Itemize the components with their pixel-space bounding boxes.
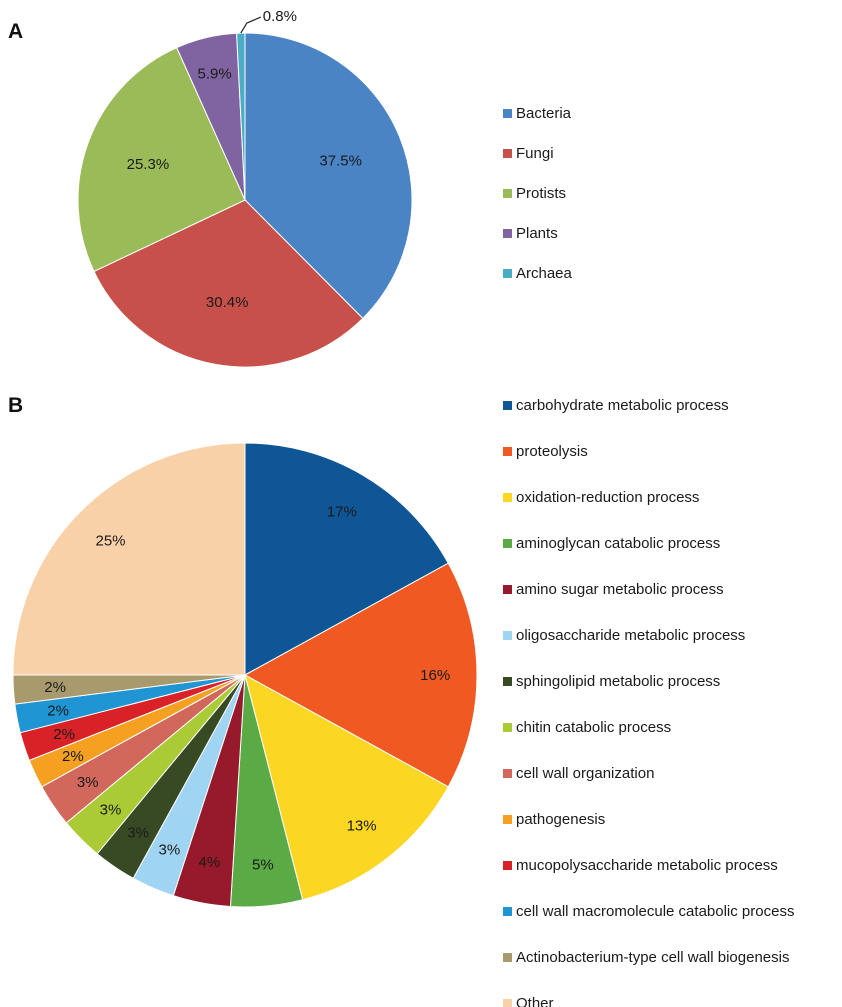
- slice-label-cell-wall-macromolecule-catabolic-process: 2%: [47, 703, 69, 720]
- slice-label-pathogenesis: 2%: [62, 748, 84, 765]
- legend-label-cell-wall-macromolecule-catabolic-process: cell wall macromolecule catabolic proces…: [516, 903, 794, 920]
- legend-swatch-pathogenesis: [503, 815, 512, 824]
- pie-chart-b: 17%16%13%5%4%3%3%3%3%2%2%2%2%25%: [12, 442, 478, 908]
- legend-label-amino-sugar-metabolic-process: amino sugar metabolic process: [516, 581, 724, 598]
- slice-label-mucopolysaccharide-metabolic-process: 2%: [53, 726, 75, 743]
- legend-label-fungi: Fungi: [516, 145, 554, 162]
- legend-swatch-mucopolysaccharide-metabolic-process: [503, 861, 512, 870]
- legend-swatch-chitin-catabolic-process: [503, 723, 512, 732]
- pie-slice-carbohydrate-metabolic-process: [244, 442, 449, 676]
- legend-swatch-other: [503, 999, 512, 1007]
- legend-label-other: Other: [516, 995, 554, 1007]
- slice-label-plants: 5.9%: [197, 65, 231, 82]
- legend-swatch-aminoglycan-catabolic-process: [503, 539, 512, 548]
- legend-label-oxidation-reduction-process: oxidation-reduction process: [516, 489, 699, 506]
- legend-b: carbohydrate metabolic process proteolysi…: [503, 397, 794, 1007]
- legend-swatch-bacteria: [503, 109, 512, 118]
- slice-label-amino-sugar-metabolic-process: 4%: [199, 854, 221, 871]
- slice-label-actinobacterium-type-cell-wall-biogenesis: 2%: [44, 679, 66, 696]
- pie-slice-fungi: [93, 199, 364, 368]
- legend-label-protists: Protists: [516, 185, 566, 202]
- legend-label-bacteria: Bacteria: [516, 105, 572, 122]
- legend-swatch-carbohydrate-metabolic-process: [503, 401, 512, 410]
- slice-label-proteolysis: 16%: [420, 667, 450, 684]
- slice-label-oxidation-reduction-process: 13%: [347, 817, 377, 834]
- legend-label-chitin-catabolic-process: chitin catabolic process: [516, 719, 671, 736]
- pie-slice-other: [12, 442, 246, 676]
- slice-label-archaea: 0.8%: [263, 8, 297, 25]
- slice-label-chitin-catabolic-process: 3%: [100, 802, 122, 819]
- legend-swatch-actinobacterium-type-cell-wall-biogenesis: [503, 953, 512, 962]
- legend-swatch-protists: [503, 189, 512, 198]
- legend-swatch-oxidation-reduction-process: [503, 493, 512, 502]
- panel-label-a: A: [8, 20, 23, 43]
- legend-swatch-amino-sugar-metabolic-process: [503, 585, 512, 594]
- slice-label-oligosaccharide-metabolic-process: 3%: [159, 842, 181, 859]
- legend-label-carbohydrate-metabolic-process: carbohydrate metabolic process: [516, 397, 729, 414]
- legend-swatch-cell-wall-macromolecule-catabolic-process: [503, 907, 512, 916]
- slice-label-other: 25%: [95, 533, 125, 550]
- slice-label-bacteria: 37.5%: [319, 153, 362, 170]
- legend-swatch-cell-wall-organization: [503, 769, 512, 778]
- legend-label-actinobacterium-type-cell-wall-biogenesis: Actinobacterium-type cell wall biogenesi…: [516, 949, 789, 966]
- slice-label-aminoglycan-catabolic-process: 5%: [252, 856, 274, 873]
- slice-label-sphingolipid-metabolic-process: 3%: [127, 824, 149, 841]
- slice-label-protists: 25.3%: [127, 156, 170, 173]
- leader-line-archaea: [240, 16, 262, 34]
- slice-label-fungi: 30.4%: [206, 294, 249, 311]
- pie-slice-protists: [77, 46, 246, 273]
- legend-label-mucopolysaccharide-metabolic-process: mucopolysaccharide metabolic process: [516, 857, 778, 874]
- pie-slice-bacteria: [244, 32, 413, 320]
- legend-swatch-oligosaccharide-metabolic-process: [503, 631, 512, 640]
- legend-swatch-plants: [503, 229, 512, 238]
- legend-swatch-archaea: [503, 269, 512, 278]
- legend-swatch-sphingolipid-metabolic-process: [503, 677, 512, 686]
- legend-swatch-fungi: [503, 149, 512, 158]
- legend-label-pathogenesis: pathogenesis: [516, 811, 605, 828]
- pie-slice-proteolysis: [243, 562, 478, 788]
- legend-a: Bacteria Fungi Protists Plants Archaea: [503, 105, 573, 282]
- slice-label-carbohydrate-metabolic-process: 17%: [327, 503, 357, 520]
- legend-label-archaea: Archaea: [516, 265, 573, 282]
- legend-label-plants: Plants: [516, 225, 558, 242]
- legend-label-oligosaccharide-metabolic-process: oligosaccharide metabolic process: [516, 627, 745, 644]
- legend-label-proteolysis: proteolysis: [516, 443, 588, 460]
- legend-label-sphingolipid-metabolic-process: sphingolipid metabolic process: [516, 673, 720, 690]
- slice-label-cell-wall-organization: 3%: [77, 774, 99, 791]
- legend-label-cell-wall-organization: cell wall organization: [516, 765, 654, 782]
- pie-chart-a: 37.5% 30.4% 25.3% 5.9% 0.8%: [77, 8, 413, 368]
- pie-slice-oxidation-reduction-process: [244, 674, 449, 901]
- legend-label-aminoglycan-catabolic-process: aminoglycan catabolic process: [516, 535, 720, 552]
- panel-label-b: B: [8, 394, 23, 417]
- legend-swatch-proteolysis: [503, 447, 512, 456]
